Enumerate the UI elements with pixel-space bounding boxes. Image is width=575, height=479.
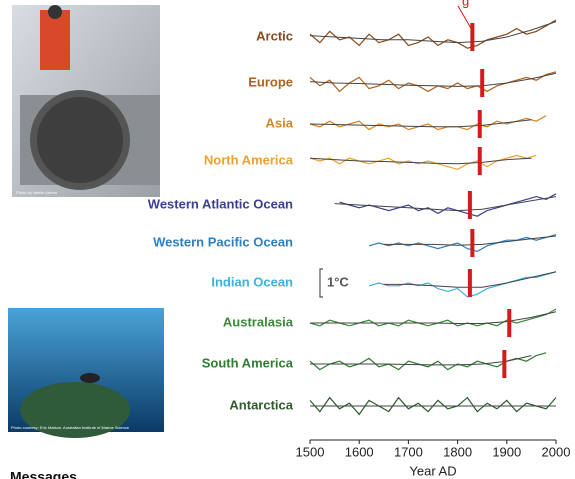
trend-line [310,158,531,164]
series-label: Western Pacific Ocean [153,234,293,249]
trend-line [335,197,556,211]
page: {"chart_data": {"type": "line", "annotat… [0,0,575,479]
x-tick-label: 1800 [443,444,472,459]
x-tick-label: 1600 [345,444,374,459]
x-tick-label: 1900 [492,444,521,459]
series-line [340,194,556,216]
chart: Photo by Nerilie Abram Photo courtesy: E… [0,0,575,479]
onset-marker [480,69,484,97]
series-label: Indian Ocean [211,274,293,289]
ice-core-photo [12,5,160,197]
series-line [310,72,556,92]
series-label: Antarctica [229,397,293,412]
x-tick-label: 1700 [394,444,423,459]
onset-marker [470,229,474,257]
coral-photo [8,308,164,438]
series-label: Arctic [256,28,293,43]
annotation-pointer [458,6,472,30]
series-label: Australasia [223,314,294,329]
onset-marker [502,350,506,378]
series-label: South America [202,355,294,370]
onset-marker [478,147,482,175]
x-tick-label: 2000 [542,444,571,459]
onset-marker [478,110,482,138]
trend-line [310,22,556,43]
onset-marker [468,269,472,297]
onset-marker [507,309,511,337]
x-tick-label: 1500 [296,444,325,459]
series-line [310,20,556,48]
series-label: Asia [266,115,294,130]
x-axis-title: Year AD [409,463,456,478]
onset-marker [468,191,472,219]
series-line [310,353,546,370]
series-label: North America [204,152,294,167]
series-line [310,155,536,169]
series-label: Western Atlantic Ocean [148,196,293,211]
photo-credit: Photo courtesy: Eric Matson, Australian … [11,425,130,430]
trend-line [384,236,556,245]
scale-bar [320,269,323,297]
series-label: Europe [248,74,293,89]
series-line [369,235,556,252]
footer: Messages [10,469,77,479]
annotation: g [462,0,469,8]
scale-bar-label: 1°C [327,274,349,289]
onset-marker [470,23,474,51]
photo-credit: Photo by Nerilie Abram [16,190,58,195]
